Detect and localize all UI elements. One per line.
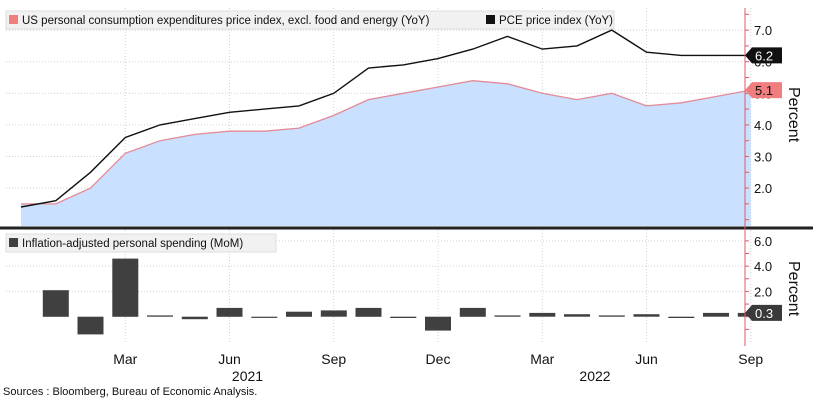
y-tick-label-top: 2.0 — [754, 181, 772, 196]
spending-bar — [355, 307, 382, 317]
spending-bar — [529, 312, 556, 317]
y-axis-title-top: Percent — [785, 87, 802, 143]
spending-bar — [703, 312, 729, 317]
legend-top-swatch — [486, 15, 495, 24]
y-axis-title-bottom: Percent — [785, 261, 802, 317]
spending-bar — [390, 316, 417, 318]
pce-line — [20, 29, 751, 208]
x-year-label: 2021 — [232, 368, 263, 384]
pce-last-value-tag-bg — [745, 47, 782, 64]
spending-last-value-tag: 0.3 — [755, 306, 773, 321]
spending-bar — [668, 316, 695, 318]
x-tick-label: Jun — [635, 351, 658, 367]
spending-bar — [564, 314, 590, 317]
spending-bar — [494, 315, 521, 317]
legend-top-box — [5, 10, 615, 30]
legend-bottom-box — [5, 233, 277, 253]
x-tick-label: Sep — [738, 351, 763, 367]
legend-bottom-swatch — [9, 238, 18, 247]
core-pce-area — [21, 80, 751, 226]
spending-bar — [598, 315, 625, 317]
spending-bar — [633, 314, 660, 317]
core-last-value-tag-bg — [745, 82, 782, 99]
legend-top-label: PCE price index (YoY) — [499, 15, 613, 27]
spending-bar — [216, 307, 243, 317]
core-pce-line — [21, 80, 751, 205]
spending-bar — [112, 258, 139, 317]
y-tick-label-top: 4.0 — [754, 118, 772, 133]
legend-bottom-label: Inflation-adjusted personal spending (Mo… — [22, 238, 243, 250]
spending-last-value-tag-bg — [745, 304, 782, 321]
spending-bar — [77, 316, 104, 335]
pce-last-value-tag: 6.2 — [755, 48, 773, 63]
spending-bar — [42, 290, 69, 317]
y-tick-label-bottom: 2.0 — [754, 284, 772, 299]
x-tick-label: Mar — [113, 351, 137, 367]
y-tick-label-top: 7.0 — [754, 23, 772, 38]
spending-bar — [459, 307, 486, 317]
x-tick-label: Dec — [426, 351, 451, 367]
spending-bar — [425, 316, 451, 331]
x-tick-label: Jun — [218, 351, 241, 367]
spending-bar — [286, 311, 312, 317]
y-tick-label-top: 3.0 — [754, 149, 772, 164]
source-note: Sources : Bloomberg, Bureau of Economic … — [3, 386, 258, 398]
x-tick-label: Mar — [530, 351, 554, 367]
spending-bar — [320, 310, 347, 317]
spending-bar — [147, 315, 173, 317]
y-tick-label-bottom: 4.0 — [754, 259, 772, 274]
x-tick-label: Sep — [321, 351, 346, 367]
core-last-value-tag: 5.1 — [755, 83, 773, 98]
legend-top-label: US personal consumption expenditures pri… — [22, 15, 430, 27]
spending-bar — [251, 316, 278, 318]
legend-top-swatch — [9, 15, 18, 24]
y-tick-label-bottom: 6.0 — [754, 234, 772, 249]
x-year-label: 2022 — [579, 368, 610, 384]
spending-bar — [181, 316, 208, 320]
